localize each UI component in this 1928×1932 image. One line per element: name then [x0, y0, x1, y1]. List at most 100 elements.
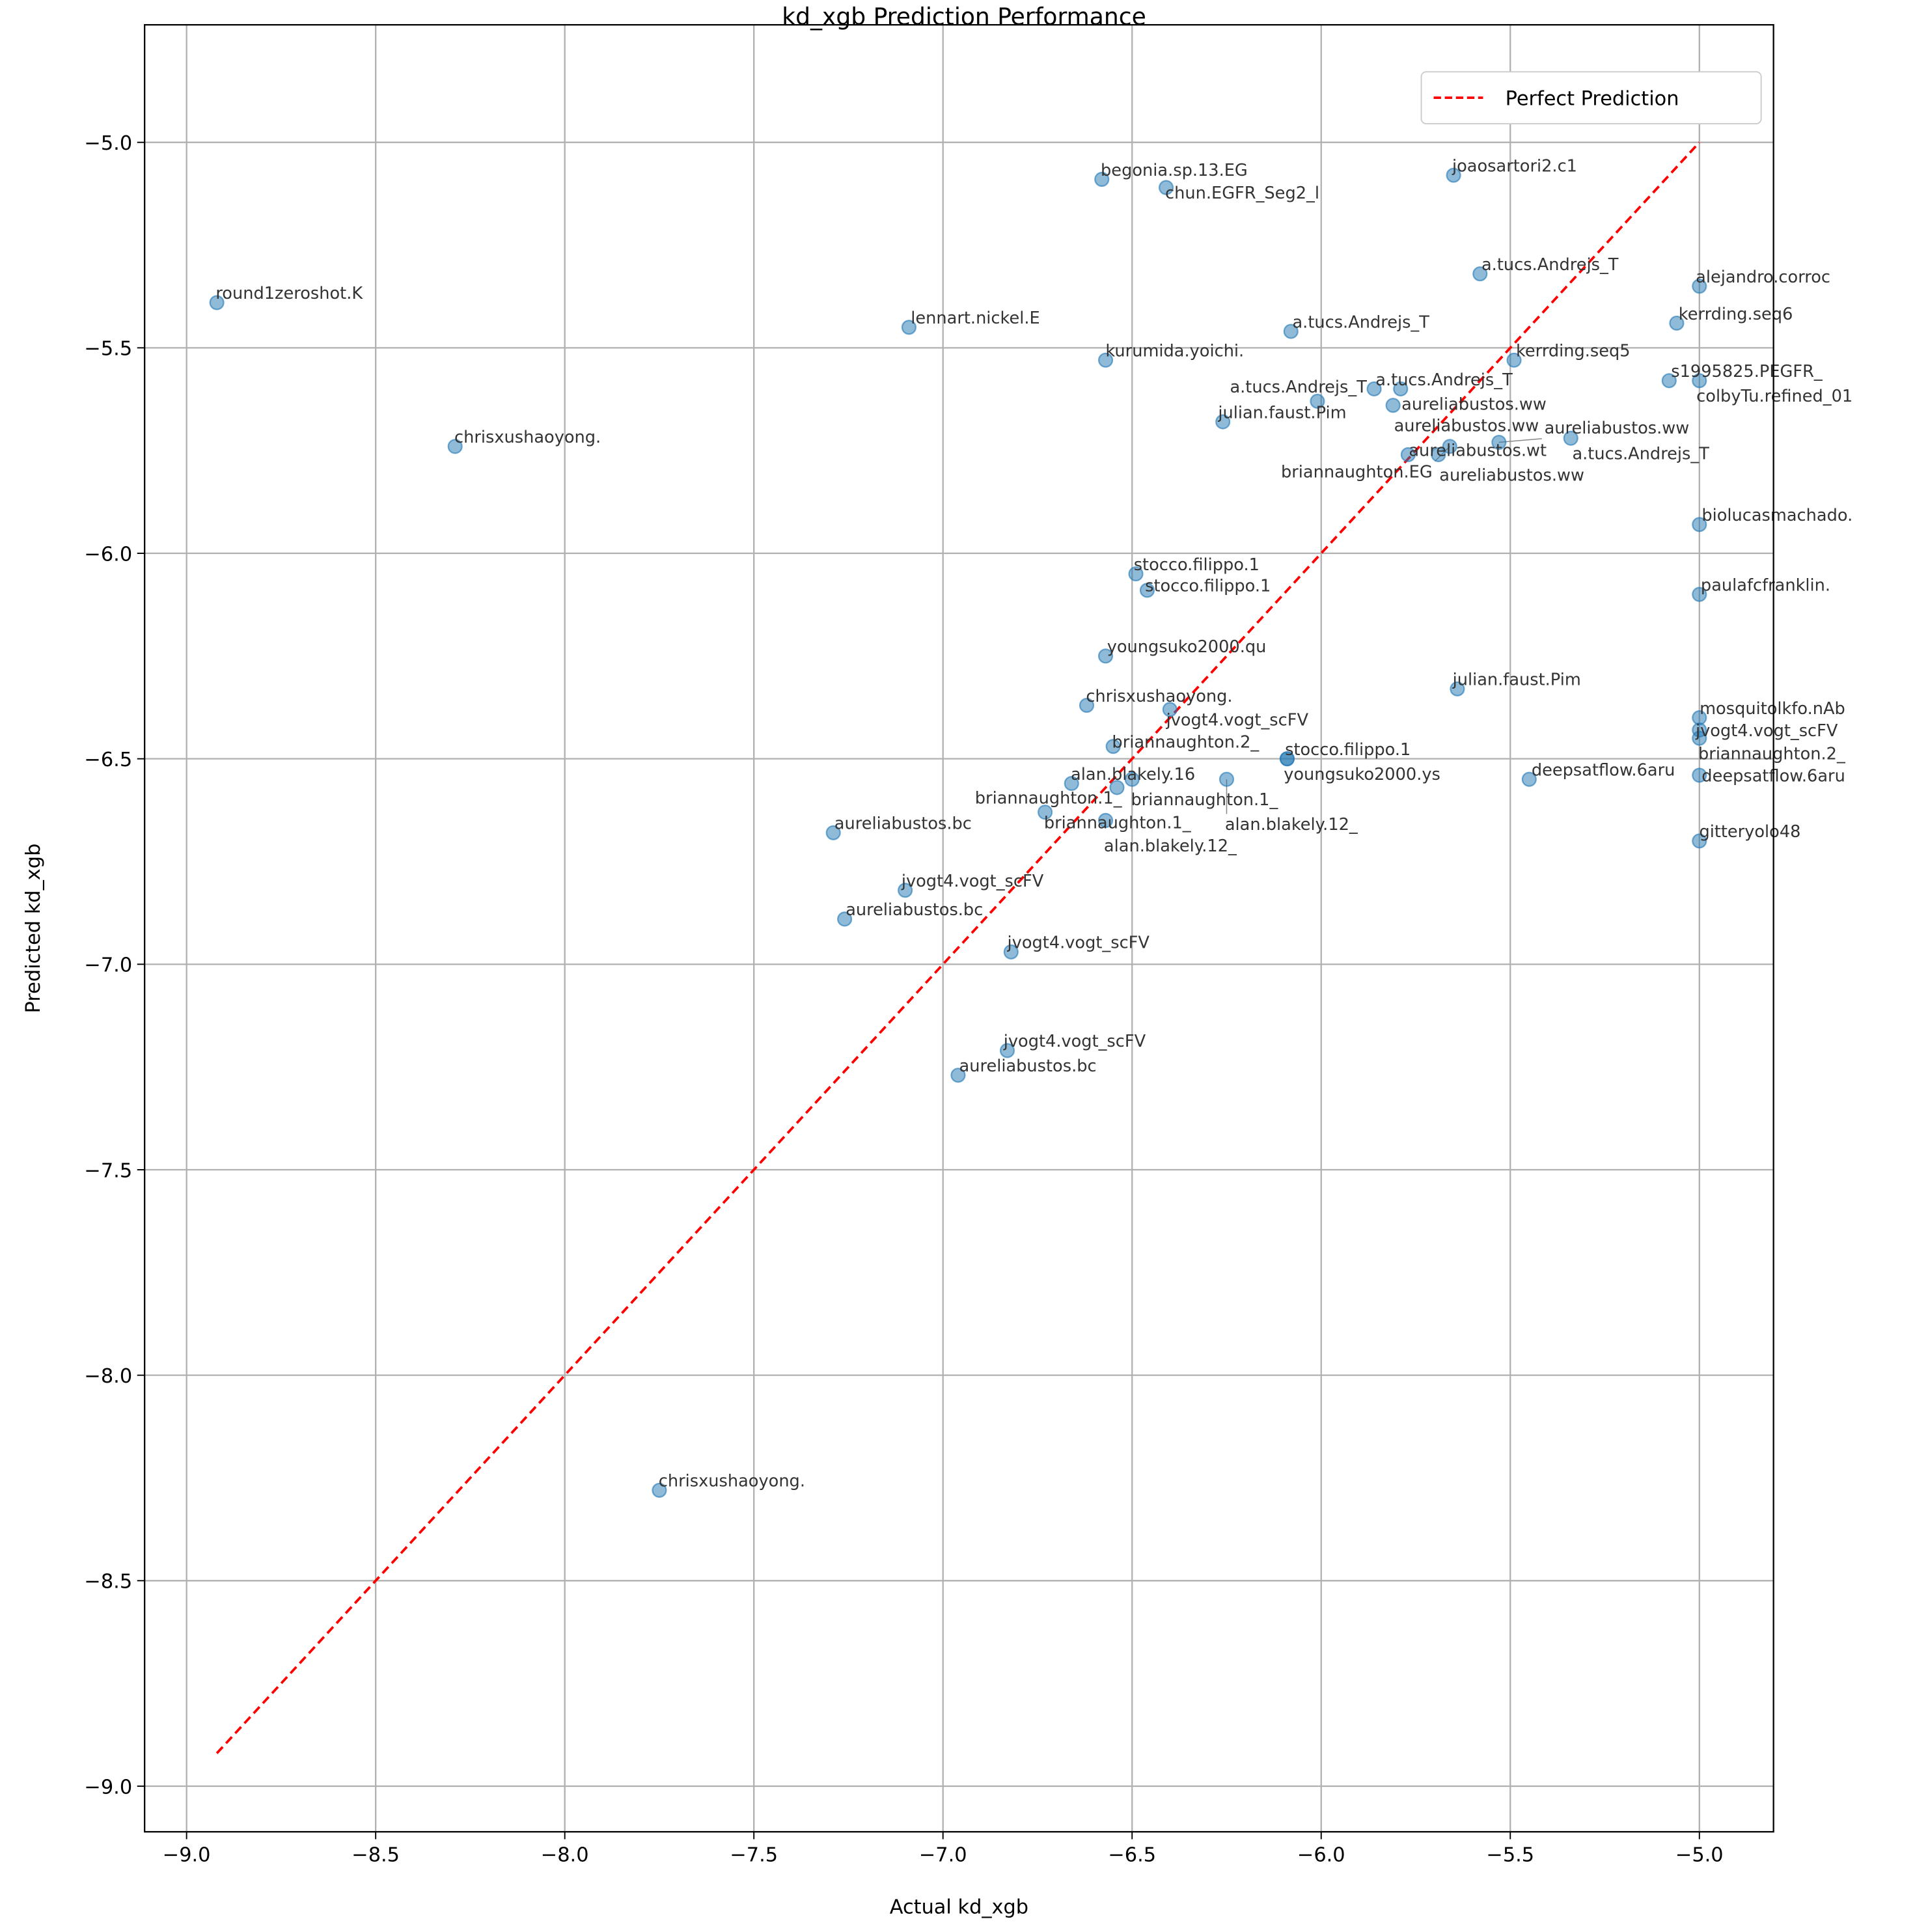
data-point: [1097, 812, 1114, 828]
point-label: kerrding.seq6: [1679, 305, 1793, 324]
data-point: [1506, 352, 1522, 368]
y-axis-label: Predicted kd_xgb: [22, 844, 45, 1014]
data-point: [1400, 447, 1416, 463]
data-point: [1692, 767, 1707, 783]
y-tick-label: −5.5: [84, 338, 132, 361]
data-point: [1563, 430, 1578, 446]
data-point: [1079, 698, 1095, 713]
point-label: chrisxushaoyong.: [1086, 687, 1232, 706]
point-label: joaosartori2.c1: [1452, 156, 1577, 176]
point-label: alejandro.corroc: [1696, 268, 1830, 287]
data-point: [1283, 324, 1299, 339]
y-axis-ticks: −9.0 −8.5 −8.0 −7.5 −7.0 −6.5 −6.0 −5.5 −5.0: [84, 132, 145, 1799]
data-point: [1279, 751, 1295, 767]
data-point: [1393, 381, 1409, 397]
legend-box: [1420, 71, 1762, 124]
point-label: stocco.filippo.1: [1134, 555, 1260, 575]
data-point: [1692, 373, 1707, 389]
data-point: [950, 1068, 966, 1083]
point-label: julian.faust.Pim: [1217, 403, 1346, 422]
point-label: aureliabustos.wt: [1409, 441, 1547, 460]
point-label: round1zeroshot.K: [215, 284, 363, 303]
data-point: [1064, 775, 1079, 792]
point-label: alan.blakely.12_: [1225, 815, 1358, 835]
point-label: a.tucs.Andrejs_T: [1375, 370, 1513, 390]
point-label: aureliabustos.bc: [959, 1056, 1097, 1076]
point-label: youngsuko2000.ys: [1284, 765, 1440, 784]
data-point: [1215, 414, 1231, 430]
data-point: [1692, 517, 1707, 532]
point-label: stocco.filippo.1: [1145, 577, 1271, 596]
data-point: [1692, 833, 1707, 849]
chart-title: kd_xgb Prediction Performance: [782, 3, 1146, 31]
point-label: briannaughton.1_: [1044, 813, 1192, 833]
point-label: s1995825.PEGFR_: [1671, 362, 1823, 381]
point-label: a.tucs.Andrejs_T: [1572, 445, 1709, 464]
point-label: jvogt4.vogt_scFV: [1007, 933, 1150, 953]
data-point: [1219, 771, 1235, 787]
data-point: [1097, 352, 1114, 368]
point-label: briannaughton.1_: [1131, 790, 1278, 810]
y-tick-label: −5.0: [84, 132, 132, 155]
data-point: [1109, 780, 1125, 795]
point-label: chun.EGFR_Seg2_l: [1165, 184, 1319, 203]
point-label: jvogt4.vogt_scFV: [1695, 721, 1838, 741]
data-point: [1692, 586, 1707, 602]
point-label: colbyTu.refined_01: [1696, 387, 1852, 406]
data-point: [1097, 648, 1114, 664]
point-labels-group: round1zeroshot.K chrisxushaoyong. lennart.…: [215, 156, 1852, 1491]
legend-entry: Perfect Prediction: [1506, 88, 1679, 111]
data-point: [1038, 805, 1053, 820]
x-tick-label: −7.5: [730, 1844, 778, 1867]
data-point: [209, 295, 225, 310]
x-tick-label: −8.5: [351, 1844, 400, 1867]
data-point: [1094, 171, 1110, 187]
data-point: [447, 439, 463, 454]
legend: Perfect Prediction: [1420, 71, 1762, 124]
data-point: [1669, 315, 1685, 331]
point-label: deepsatflow.6aru: [1532, 761, 1675, 780]
x-axis-label: Actual kd_xgb: [890, 1896, 1028, 1918]
data-point: [1124, 771, 1140, 787]
reference-line-group: [215, 141, 1701, 1754]
points-group: [209, 167, 1707, 1498]
point-label: chrisxushaoyong.: [659, 1472, 805, 1491]
data-point: [1661, 373, 1677, 389]
x-tick-label: −5.5: [1486, 1844, 1534, 1867]
data-point: [1003, 944, 1019, 959]
data-point: [1446, 167, 1461, 183]
y-tick-label: −8.5: [84, 1571, 132, 1594]
point-label: alan.blakely.16: [1071, 765, 1195, 784]
x-tick-label: −5.0: [1675, 1844, 1724, 1867]
point-label: paulafcfranklin.: [1701, 575, 1830, 595]
data-point: [901, 320, 917, 335]
point-label: jvogt4.vogt_scFV: [1003, 1032, 1146, 1051]
data-point: [825, 825, 841, 840]
point-label: a.tucs.Andrejs_T: [1230, 378, 1367, 397]
data-point: [1431, 447, 1446, 463]
data-point: [1162, 702, 1177, 717]
y-tick-label: −7.0: [84, 954, 132, 977]
point-label: aureliabustos.bc: [846, 900, 983, 920]
x-tick-label: −6.5: [1108, 1844, 1156, 1867]
point-label: briannaughton.EG: [1281, 462, 1433, 482]
point-label: briannaughton.2_: [1112, 733, 1260, 752]
point-label: a.tucs.Andrejs_T: [1292, 312, 1429, 332]
x-tick-label: −6.0: [1297, 1844, 1345, 1867]
point-label: aureliabustos.ww: [1401, 395, 1547, 415]
data-point: [1139, 583, 1155, 598]
y-tick-label: −8.0: [84, 1365, 132, 1388]
x-tick-label: −8.0: [541, 1844, 589, 1867]
point-label: youngsuko2000.qu: [1107, 637, 1267, 657]
point-label: kerrding.seq5: [1516, 342, 1631, 361]
y-tick-label: −9.0: [84, 1776, 132, 1799]
data-point: [1128, 566, 1144, 582]
y-tick-label: −6.5: [84, 749, 132, 771]
x-tick-label: −9.0: [163, 1844, 211, 1867]
data-point: [837, 911, 853, 927]
point-label: aureliabustos.ww: [1394, 417, 1539, 436]
x-axis-ticks: −9.0 −8.5 −8.0 −7.5 −7.0 −6.5 −6.0 −5.5 −5.0: [163, 1832, 1724, 1867]
point-label: jvogt4.vogt_scFV: [901, 872, 1044, 891]
